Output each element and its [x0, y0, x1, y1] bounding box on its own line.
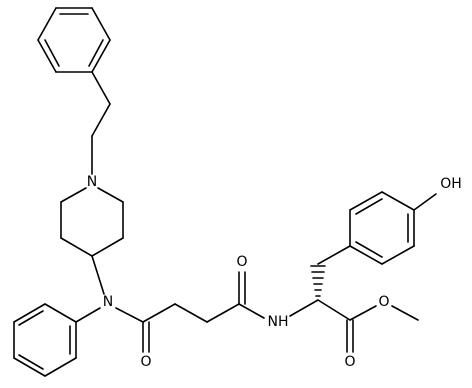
atom-label: O	[236, 254, 247, 270]
atom-label: N	[87, 174, 97, 190]
atom-label: N	[103, 294, 113, 310]
atom-label: NH	[268, 314, 289, 330]
atom-label: O	[378, 294, 389, 310]
atom-label: O	[344, 354, 355, 370]
atom-labels: N N O O NH OH O O	[87, 174, 462, 370]
atom-label: O	[140, 354, 151, 370]
bonds	[13, 7, 437, 377]
atom-label: OH	[440, 176, 462, 192]
